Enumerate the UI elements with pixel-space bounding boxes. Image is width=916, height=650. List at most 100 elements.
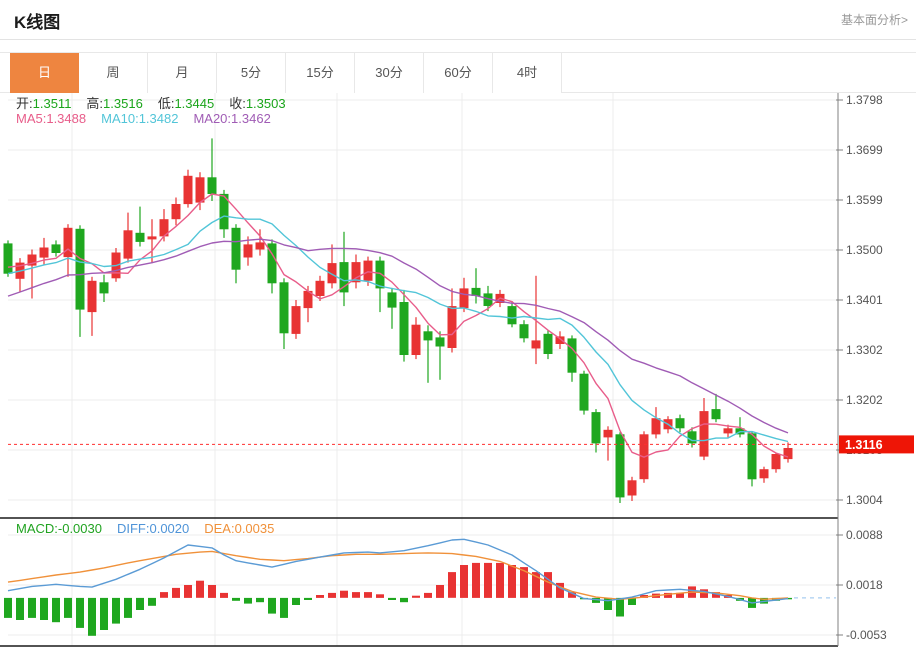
candle — [243, 244, 253, 258]
candle — [387, 292, 397, 308]
candle — [183, 175, 193, 205]
candle — [687, 431, 697, 444]
stat-value: 1.3503 — [245, 96, 286, 111]
macd-bar — [268, 597, 276, 614]
macd-bar — [544, 572, 552, 598]
stat-label: MA5: — [16, 111, 47, 126]
candle — [315, 280, 325, 296]
stat-value: 0.0035 — [234, 521, 275, 536]
svg-text:1.3302: 1.3302 — [846, 343, 883, 357]
candle — [747, 433, 757, 480]
macd-bar — [136, 597, 144, 610]
macd-bar — [712, 592, 720, 598]
stat-item: 高:1.3516 — [86, 96, 142, 111]
candle — [255, 242, 265, 250]
fundamental-analysis-link[interactable]: 基本面分析> — [840, 13, 908, 27]
stat-value: 1.3511 — [32, 96, 72, 111]
candle — [147, 236, 157, 240]
macd-bar — [64, 597, 72, 618]
macd-bar — [256, 597, 264, 603]
macd-bar — [616, 597, 624, 617]
svg-text:1.3699: 1.3699 — [846, 143, 883, 157]
macd-bar — [160, 592, 168, 598]
svg-text:1.3202: 1.3202 — [846, 393, 883, 407]
candle — [507, 306, 517, 325]
candle — [267, 243, 277, 284]
svg-text:1.3599: 1.3599 — [846, 193, 883, 207]
candle — [303, 290, 313, 309]
candle — [87, 280, 97, 313]
header: K线图 基本面分析> — [0, 0, 916, 40]
candle — [543, 333, 553, 354]
tab-30min[interactable]: 30分 — [355, 53, 424, 93]
macd-bar — [196, 580, 204, 598]
macd-bar — [664, 592, 672, 598]
candle — [39, 247, 49, 258]
ma10-line — [7, 215, 789, 443]
stat-value: 1.3516 — [103, 96, 143, 111]
macd-bar — [496, 562, 504, 598]
tab-week[interactable]: 周 — [79, 53, 148, 93]
macd-bar — [4, 597, 12, 618]
stat-label: DEA: — [204, 521, 235, 536]
candle — [771, 454, 781, 470]
dea-line — [7, 550, 789, 600]
candle — [339, 262, 349, 293]
macd-bar — [484, 562, 492, 598]
macd-bar — [292, 597, 300, 605]
svg-text:1.3798: 1.3798 — [846, 93, 883, 107]
candle — [423, 331, 433, 341]
macd-bar — [52, 597, 60, 623]
candle — [579, 373, 589, 411]
candle — [159, 219, 169, 237]
macd-bar — [412, 595, 420, 598]
tab-month[interactable]: 月 — [148, 53, 217, 93]
tab-day[interactable]: 日 — [10, 53, 79, 93]
stat-value: 1.3488 — [46, 111, 87, 126]
macd-bar — [376, 594, 384, 598]
tab-5min[interactable]: 5分 — [217, 53, 286, 93]
macd-bar — [364, 592, 372, 598]
macd-bar — [556, 582, 564, 598]
svg-text:-0.0053: -0.0053 — [846, 628, 887, 642]
candle — [519, 324, 529, 339]
candle — [291, 306, 301, 334]
candle — [51, 244, 61, 253]
macd-histogram — [4, 562, 792, 636]
price-axis-labels: 1.3798 1.3699 1.3599 1.3500 1.3401 1.3302 1.32… — [836, 93, 883, 507]
macd-bar — [532, 572, 540, 598]
macd-bar — [676, 592, 684, 598]
macd-bar — [184, 585, 192, 598]
stat-item: DIFF:0.0020 — [117, 521, 189, 536]
candle — [363, 260, 373, 281]
tab-15min[interactable]: 15分 — [286, 53, 355, 93]
macd-bar — [472, 562, 480, 598]
tab-60min[interactable]: 60分 — [424, 53, 493, 93]
macd-bar — [100, 597, 108, 630]
ma20-line — [7, 238, 789, 434]
candle — [195, 177, 205, 203]
macd-bar — [400, 597, 408, 603]
candle — [459, 288, 469, 309]
candle — [27, 254, 37, 266]
macd-bar — [508, 565, 516, 598]
candle — [723, 428, 733, 434]
svg-text:1.3500: 1.3500 — [846, 243, 883, 257]
macd-bar — [520, 567, 528, 598]
stat-label: MACD: — [16, 521, 58, 536]
ma-row: MA5:1.3488 MA10:1.3482 MA20:1.3462 — [16, 111, 286, 126]
macd-bar — [316, 595, 324, 598]
tab-4hour[interactable]: 4时 — [493, 53, 562, 93]
candle — [351, 262, 361, 283]
candle — [555, 336, 565, 344]
svg-text:1.3004: 1.3004 — [846, 493, 883, 507]
grid — [8, 88, 836, 646]
macd-bar — [448, 572, 456, 598]
stat-item: 低:1.3445 — [158, 96, 214, 111]
candle — [675, 418, 685, 429]
candle — [231, 227, 241, 270]
stat-item: DEA:0.0035 — [204, 521, 274, 536]
period-tabs: 日周月 5分 15分 30分 60分 4时 — [0, 52, 916, 93]
candle — [123, 230, 133, 259]
